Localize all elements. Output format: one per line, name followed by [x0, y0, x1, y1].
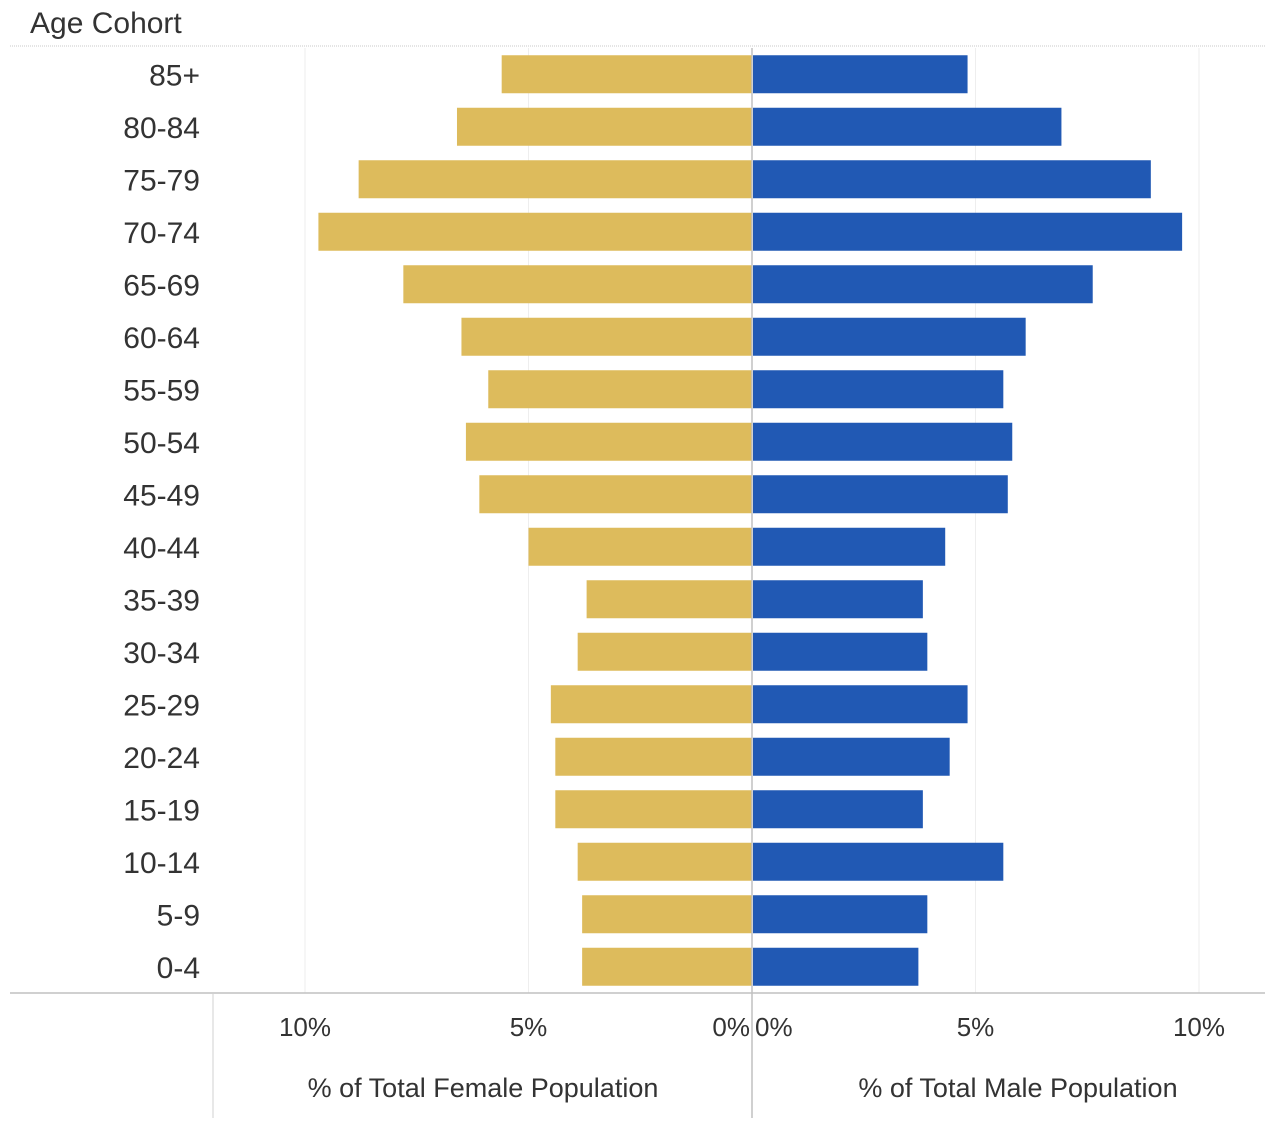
male-bar: [753, 947, 919, 986]
category-label: 50-54: [123, 427, 200, 460]
row-header-label: Age Cohort: [30, 7, 182, 40]
male-bar: [753, 475, 1008, 514]
category-label: 70-74: [123, 217, 200, 250]
category-label: 60-64: [123, 322, 200, 355]
female-axis-title: % of Total Female Population: [308, 1073, 659, 1103]
female-tick-label: 10%: [279, 1012, 331, 1042]
category-label: 55-59: [123, 374, 200, 407]
female-bar: [550, 685, 752, 724]
category-label: 30-34: [123, 637, 200, 670]
male-bar: [753, 212, 1183, 251]
male-bar: [753, 370, 1004, 409]
female-bar: [479, 475, 752, 514]
male-bar: [753, 422, 1013, 461]
female-bar: [488, 370, 752, 409]
male-tick-label: 5%: [957, 1012, 995, 1042]
female-bar: [465, 422, 752, 461]
female-tick-label: 5%: [510, 1012, 548, 1042]
male-bar: [753, 107, 1062, 146]
male-bar: [753, 632, 928, 671]
female-bar: [586, 580, 752, 619]
category-label: 45-49: [123, 479, 200, 512]
male-tick-label: 0%: [755, 1012, 793, 1042]
category-label: 25-29: [123, 689, 200, 722]
female-bar: [456, 107, 752, 146]
male-bar: [753, 527, 946, 566]
category-label: 65-69: [123, 269, 200, 302]
category-label: 75-79: [123, 164, 200, 197]
female-bar: [555, 790, 752, 829]
female-bar: [461, 317, 752, 356]
male-bar: [753, 160, 1151, 199]
male-bar: [753, 580, 923, 619]
male-bar: [753, 737, 950, 776]
category-label: 80-84: [123, 112, 200, 145]
female-bar: [555, 737, 752, 776]
male-bar: [753, 685, 968, 724]
male-tick-label: 10%: [1173, 1012, 1225, 1042]
female-bar: [318, 212, 752, 251]
male-bar: [753, 55, 968, 94]
female-bar: [577, 842, 752, 881]
female-bar: [582, 895, 752, 934]
category-label: 5-9: [157, 899, 200, 932]
category-label: 10-14: [123, 847, 200, 880]
category-label: 20-24: [123, 742, 200, 775]
female-bar: [582, 947, 752, 986]
male-bar: [753, 790, 923, 829]
male-bar: [753, 895, 928, 934]
category-label: 35-39: [123, 584, 200, 617]
male-bar: [753, 842, 1004, 881]
female-bar: [403, 265, 752, 304]
female-bar: [577, 632, 752, 671]
category-label: 85+: [149, 59, 200, 92]
female-bar: [501, 55, 752, 94]
male-axis-title: % of Total Male Population: [858, 1073, 1177, 1103]
category-label: 40-44: [123, 532, 200, 565]
male-bar: [753, 265, 1093, 304]
female-bar: [358, 160, 752, 199]
female-bar: [528, 527, 752, 566]
category-label: 15-19: [123, 794, 200, 827]
category-label: 0-4: [157, 952, 200, 985]
female-tick-label: 0%: [712, 1012, 750, 1042]
male-bar: [753, 317, 1026, 356]
